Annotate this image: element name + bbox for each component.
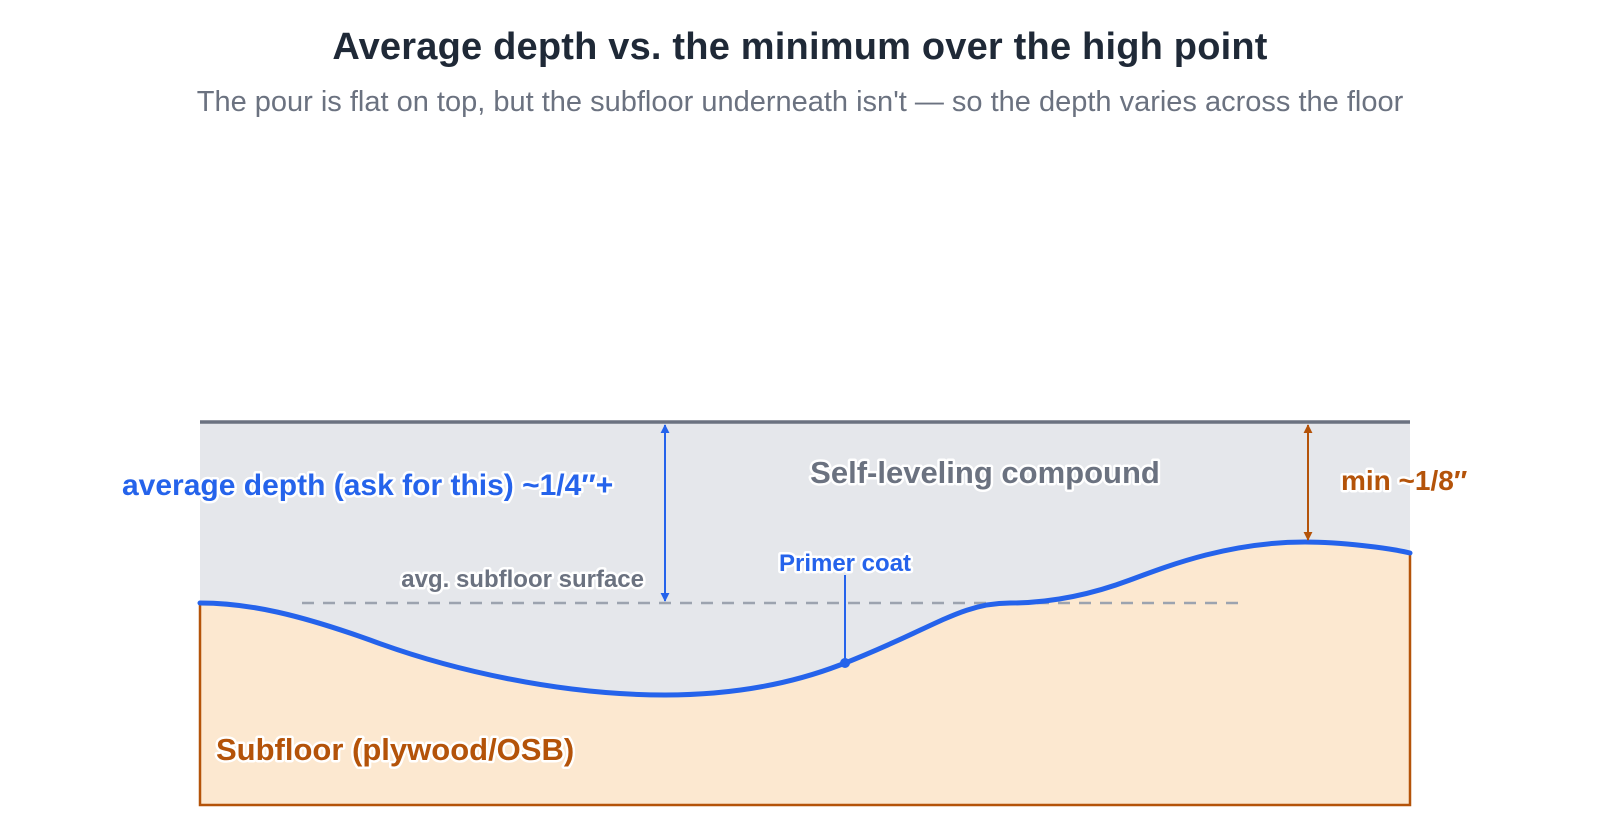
primer-coat-label: Primer coat [779, 550, 911, 577]
primer-leader-dot [840, 658, 850, 668]
average-depth-label: average depth (ask for this) ~1/4″+ [122, 469, 613, 502]
subfloor-label: Subfloor (plywood/OSB) [216, 732, 574, 767]
avg-subfloor-label: avg. subfloor surface [401, 566, 644, 593]
min-depth-label: min ~1/8″ [1341, 465, 1467, 496]
compound-label: Self-leveling compound [810, 455, 1160, 490]
primer-coat-line [197, 539, 1413, 698]
compound-layer [200, 423, 1410, 695]
diagram-subtitle: The pour is flat on top, but the subfloo… [196, 86, 1404, 118]
diagram-title: Average depth vs. the minimum over the h… [332, 26, 1268, 68]
